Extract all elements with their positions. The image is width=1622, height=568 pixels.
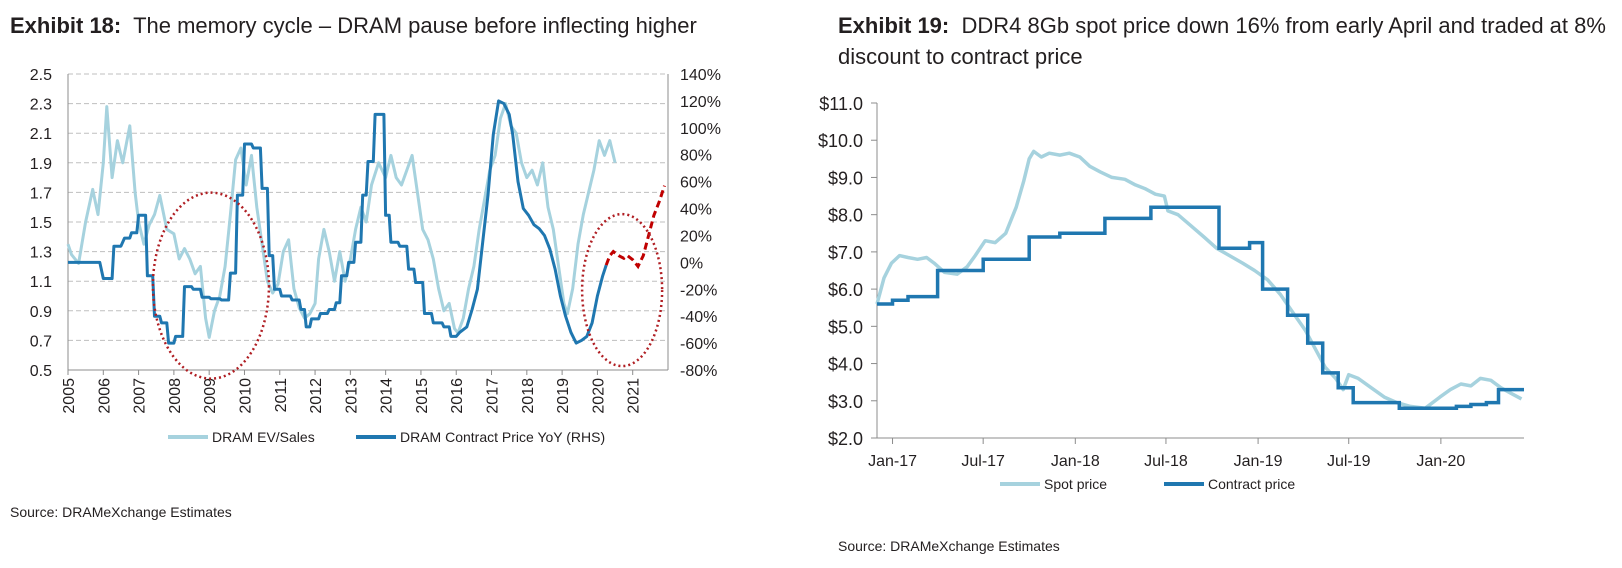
y-tick-label: $3.0 (828, 392, 863, 412)
y-left-tick-label: 1.7 (30, 185, 52, 202)
exhibit-19-title-text: DDR4 8Gb spot price down 16% from early … (838, 13, 1606, 69)
y-tick-label: $10.0 (818, 131, 863, 151)
x-tick-label: 2010 (237, 378, 254, 414)
legend-label-contract-price: Contract price (1208, 476, 1295, 492)
x-tick-label: Jan-18 (1051, 453, 1100, 470)
x-tick-label: 2009 (202, 378, 219, 414)
series-line-dram-contract-price-yoy (68, 99, 608, 345)
y-right-tick-label: -80% (680, 363, 717, 380)
x-tick-label: 2014 (379, 378, 396, 414)
x-tick-label: 2016 (449, 378, 466, 414)
y-left-tick-label: 2.1 (30, 126, 52, 143)
y-tick-label: $6.0 (828, 280, 863, 300)
x-tick-label: Jan-19 (1234, 453, 1283, 470)
x-tick-label: 2021 (626, 378, 643, 414)
x-tick-label: Jan-17 (868, 453, 917, 470)
y-tick-label: $9.0 (828, 168, 863, 188)
x-tick-label: 2012 (308, 378, 325, 414)
y-tick-label: $11.0 (819, 94, 863, 114)
x-tick-label: Jul-18 (1144, 453, 1188, 470)
x-tick-label: 2020 (590, 378, 607, 414)
legend-label-dram-ev-sales: DRAM EV/Sales (212, 429, 315, 445)
y-tick-label: $2.0 (828, 429, 863, 449)
x-tick-label: 2013 (343, 378, 360, 414)
y-left-tick-label: 0.9 (30, 304, 52, 321)
y-left-tick-label: 1.1 (30, 274, 52, 291)
y-left-tick-label: 2.5 (30, 67, 52, 84)
y-right-tick-label: 80% (680, 148, 712, 165)
series-line-spot-price (875, 149, 1523, 410)
exhibit-18-title: Exhibit 18: The memory cycle – DRAM paus… (10, 10, 790, 41)
annotation-circle-2020 (580, 212, 664, 368)
x-tick-label: 2015 (414, 378, 431, 414)
exhibit-18-label: Exhibit 18: (10, 13, 122, 38)
y-tick-label: $7.0 (828, 243, 863, 263)
exhibit-19-source: Source: DRAMeXchange Estimates (838, 538, 1060, 554)
x-tick-label: 2017 (485, 378, 502, 414)
y-right-tick-label: -20% (680, 282, 717, 299)
exhibit-19-title: Exhibit 19: DDR4 8Gb spot price down 16%… (838, 10, 1618, 72)
y-right-tick-label: -60% (680, 336, 717, 353)
y-right-tick-label: 0% (680, 255, 703, 272)
y-tick-label: $4.0 (828, 355, 863, 375)
exhibit-18-source: Source: DRAMeXchange Estimates (10, 504, 232, 520)
x-tick-label: 2007 (132, 378, 149, 414)
y-left-tick-label: 2.3 (30, 97, 52, 114)
y-right-tick-label: 140% (680, 67, 721, 84)
y-tick-label: $8.0 (828, 206, 863, 226)
exhibit-19-label: Exhibit 19: (838, 13, 950, 38)
y-left-tick-label: 0.5 (30, 363, 52, 380)
x-tick-label: 2018 (520, 378, 537, 414)
y-right-tick-label: 20% (680, 228, 712, 245)
y-right-tick-label: 100% (680, 121, 721, 138)
y-tick-label: $5.0 (828, 317, 863, 337)
series-line-forecast (604, 185, 666, 270)
y-left-tick-label: 1.5 (30, 215, 52, 232)
x-tick-label: Jan-20 (1416, 453, 1465, 470)
x-tick-label: 2019 (555, 378, 572, 414)
x-tick-label: 2011 (273, 378, 290, 413)
series-line-dram-ev-sales (66, 102, 617, 339)
y-right-tick-label: 120% (680, 94, 721, 111)
y-right-tick-label: 40% (680, 202, 712, 219)
annotation-circle-2008 (151, 191, 271, 380)
x-tick-label: 2008 (167, 378, 184, 414)
y-left-tick-label: 1.3 (30, 245, 52, 262)
x-tick-label: 2006 (96, 378, 113, 414)
y-right-tick-label: 60% (680, 175, 712, 192)
legend-label-spot-price: Spot price (1044, 476, 1107, 492)
legend-label-dram-contract-price-yoy: DRAM Contract Price YoY (RHS) (400, 429, 605, 445)
y-left-tick-label: 1.9 (30, 156, 52, 173)
exhibit-18-title-text: The memory cycle – DRAM pause before inf… (133, 13, 697, 38)
series-line-contract-price (877, 205, 1524, 410)
y-left-tick-label: 0.7 (30, 333, 52, 350)
x-tick-label: 2005 (61, 378, 78, 414)
y-right-tick-label: -40% (680, 309, 717, 326)
x-tick-label: Jul-19 (1327, 453, 1371, 470)
x-tick-label: Jul-17 (961, 453, 1005, 470)
